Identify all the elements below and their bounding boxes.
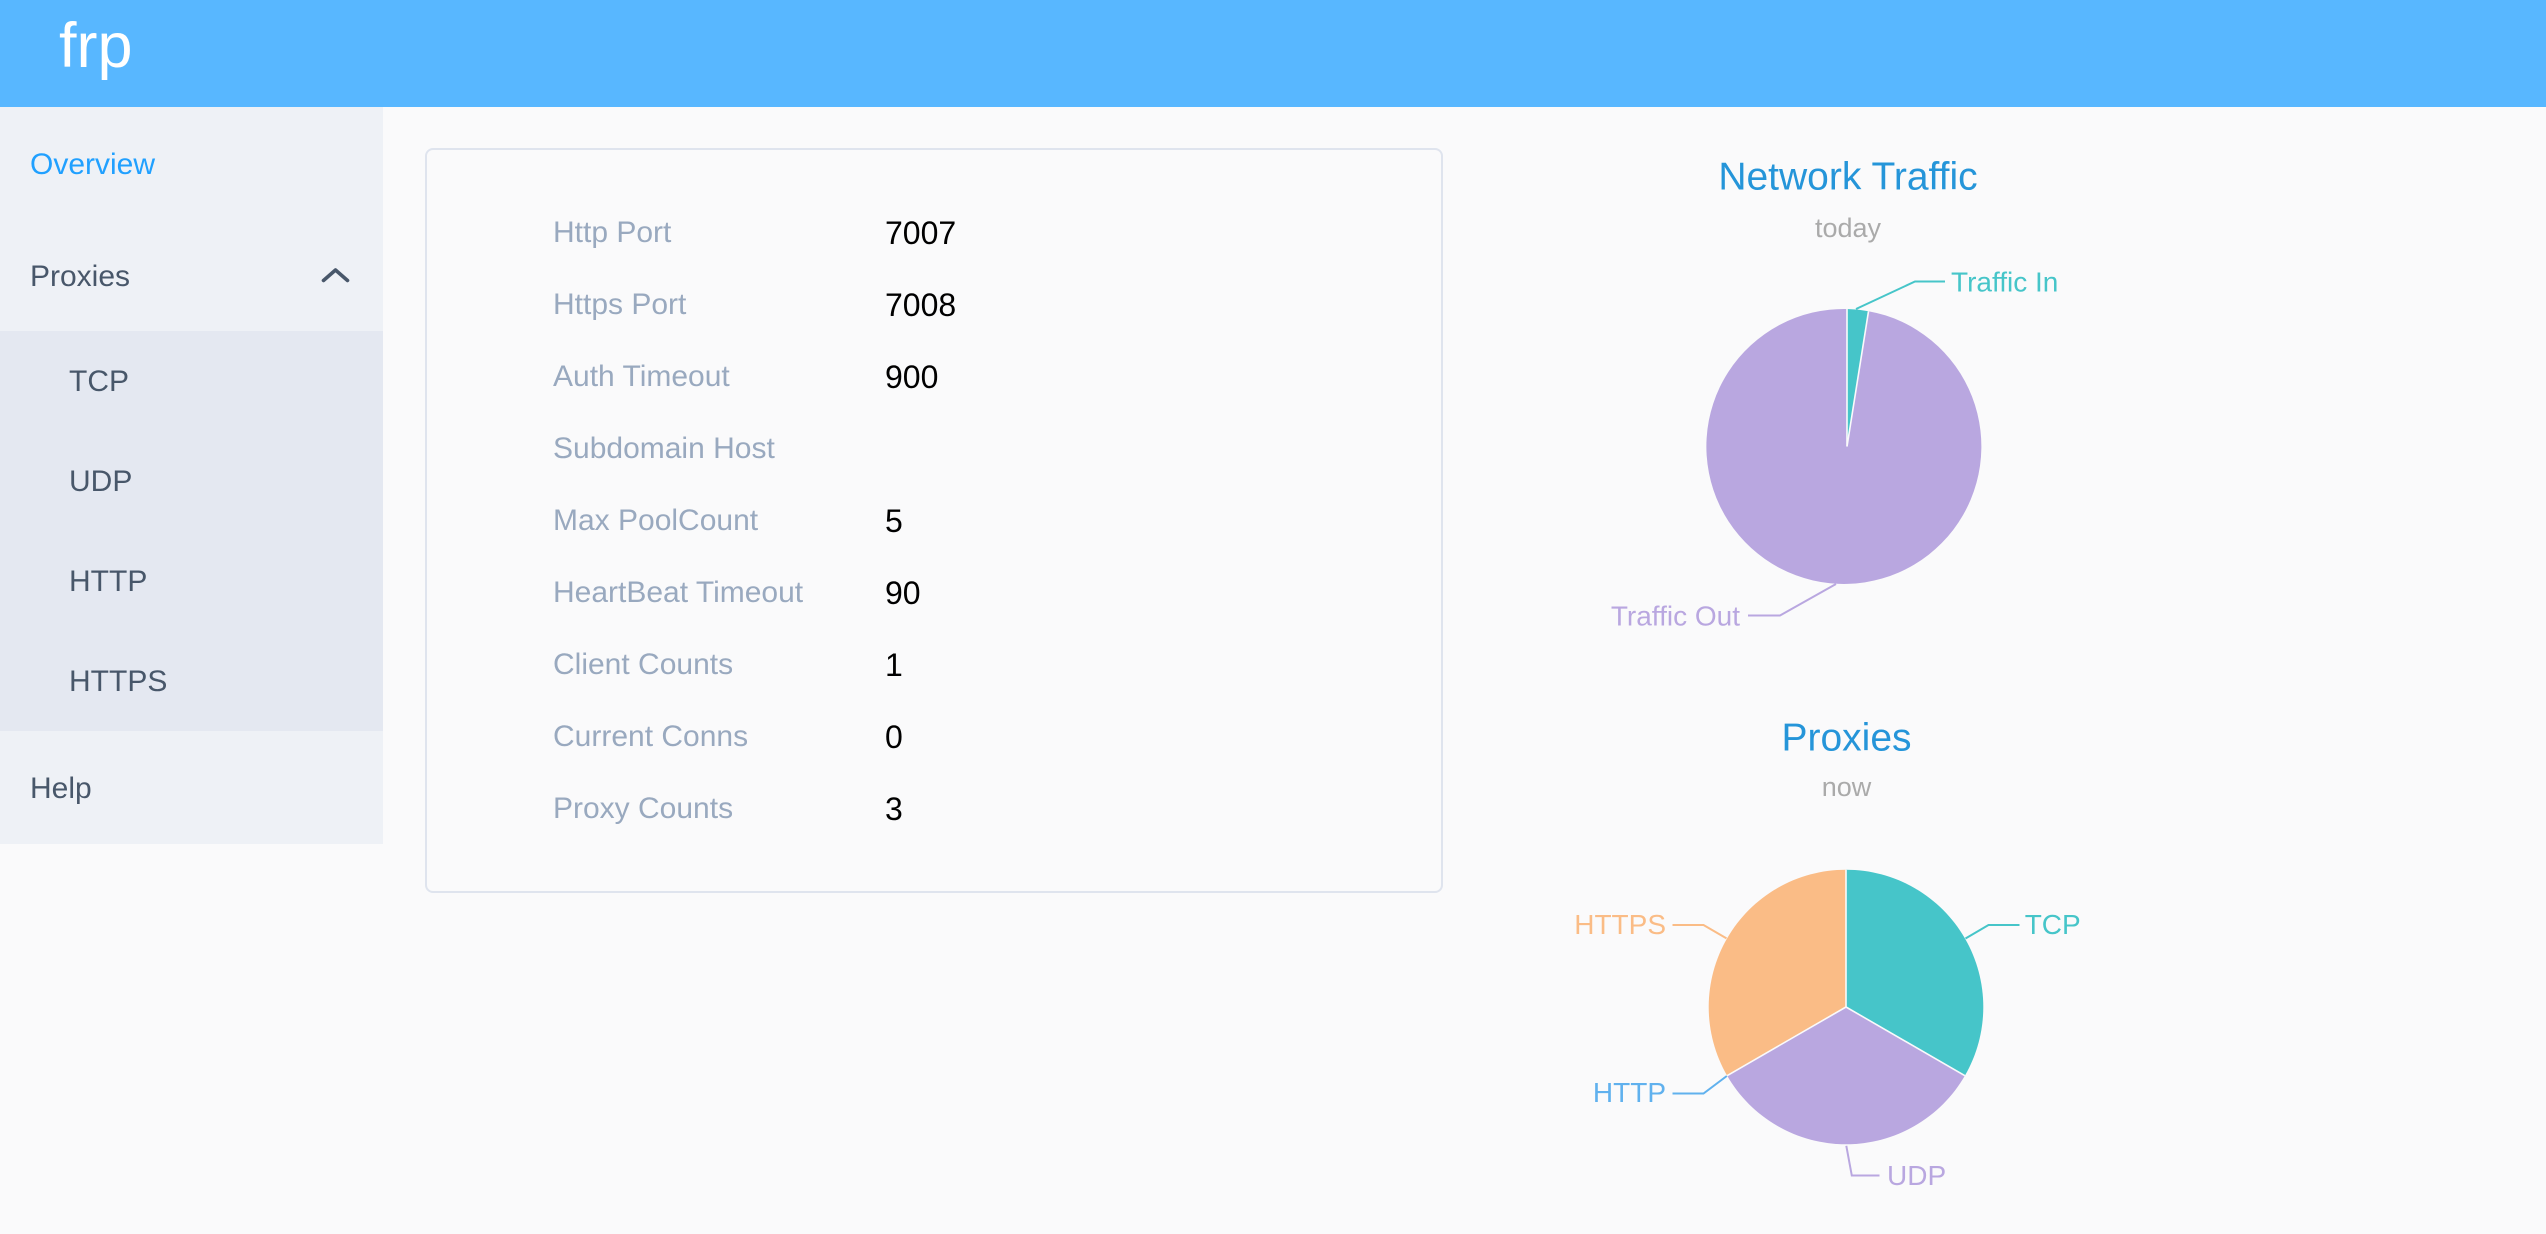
svg-text:Traffic In: Traffic In	[1951, 266, 2058, 297]
svg-text:today: today	[1815, 213, 1882, 243]
svg-text:HTTPS: HTTPS	[1574, 909, 1666, 940]
svg-text:Network Traffic: Network Traffic	[1718, 156, 1977, 199]
svg-text:TCP: TCP	[2025, 909, 2081, 940]
svg-text:HTTP: HTTP	[1593, 1077, 1666, 1108]
svg-text:now: now	[1822, 772, 1872, 802]
svg-text:Proxies: Proxies	[1781, 717, 1911, 760]
svg-text:UDP: UDP	[1887, 1160, 1946, 1191]
svg-text:Traffic Out: Traffic Out	[1611, 601, 1740, 632]
